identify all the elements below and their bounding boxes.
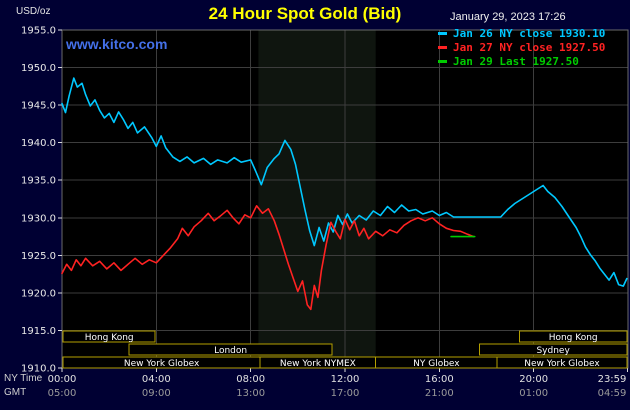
y-axis-tick-label: 1955.0: [21, 26, 56, 37]
y-axis-tick-label: 1910.0: [21, 364, 56, 375]
legend-item-jan26: Jan 26 NY close 1930.10: [438, 26, 605, 40]
legend-marker-jan26: [438, 31, 447, 35]
x-axis-tick-label-gmt: 17:00: [331, 388, 360, 399]
session-box-label: New York Globex: [124, 359, 200, 369]
legend-marker-jan27: [438, 45, 447, 49]
x-axis-tick-label-gmt: 13:00: [236, 388, 265, 399]
legend-item-jan27: Jan 27 NY close 1927.50: [438, 40, 605, 54]
chart-datetime: January 29, 2023 17:26: [450, 11, 566, 23]
session-box-label: Hong Kong: [85, 333, 134, 343]
x-axis-tick-label-gmt: 05:00: [48, 388, 77, 399]
price-line-jan-27-ny-close-1927-50: [61, 205, 475, 311]
session-box: [496, 356, 628, 369]
y-axis-tick-label: 1935.0: [21, 176, 56, 187]
x-axis-tick-label-gmt: 09:00: [142, 388, 171, 399]
legend-label-jan27: Jan 27 NY close 1927.50: [453, 40, 606, 54]
y-axis-tick-label: 1945.0: [21, 101, 56, 112]
x-axis-tick-label-ny: 16:00: [425, 374, 454, 385]
y-axis-tick-label: 1920.0: [21, 288, 56, 299]
legend-item-jan29: Jan 29 Last 1927.50: [438, 54, 605, 68]
price-line-jan-26-ny-close-1930-10: [61, 77, 628, 287]
legend-marker-jan29: [438, 59, 447, 63]
kitco-link[interactable]: www.kitco.com: [66, 36, 168, 52]
x-axis-tick-label-ny: 00:00: [48, 374, 77, 385]
session-box-label: New York Globex: [524, 359, 600, 369]
session-box: [128, 343, 333, 356]
chart-title: 24 Hour Spot Gold (Bid): [208, 4, 402, 23]
gmt-axis-label: GMT: [4, 387, 27, 398]
legend-label-jan29: Jan 29 Last 1927.50: [453, 54, 579, 68]
x-axis-tick-label-gmt: 04:59: [598, 388, 627, 399]
session-box: [62, 330, 156, 343]
y-axis-tick-label: 1925.0: [21, 251, 56, 262]
x-axis-tick-label-ny: 12:00: [331, 374, 360, 385]
x-axis-tick-label-ny: 08:00: [236, 374, 265, 385]
x-axis-tick-label-ny: 20:00: [519, 374, 548, 385]
session-box: [478, 343, 628, 356]
session-box-label: Hong Kong: [549, 333, 598, 343]
session-box-label: Sydney: [536, 346, 570, 356]
session-box: [519, 330, 628, 343]
ny-time-axis-label: NY Time: [4, 373, 43, 384]
y-axis-tick-label: 1915.0: [21, 326, 56, 337]
y-axis-tick-label: 1950.0: [21, 63, 56, 74]
session-box-label: NY Globex: [413, 359, 460, 369]
legend-label-jan26: Jan 26 NY close 1930.10: [453, 26, 606, 40]
x-axis-tick-label-gmt: 21:00: [425, 388, 454, 399]
y-axis-tick-label: 1930.0: [21, 213, 56, 224]
x-axis-tick-label-ny: 04:00: [142, 374, 171, 385]
x-axis-tick-label-ny: 23:59: [598, 374, 627, 385]
session-box-label: London: [214, 346, 247, 356]
chart-legend: Jan 26 NY close 1930.10 Jan 27 NY close …: [438, 26, 605, 68]
x-axis-tick-label-gmt: 01:00: [519, 388, 548, 399]
session-shaded-region: [258, 30, 376, 368]
price-unit-label: USD/oz: [16, 6, 51, 17]
session-box-label: New York NYMEX: [280, 359, 356, 369]
y-axis-tick-label: 1940.0: [21, 138, 56, 149]
